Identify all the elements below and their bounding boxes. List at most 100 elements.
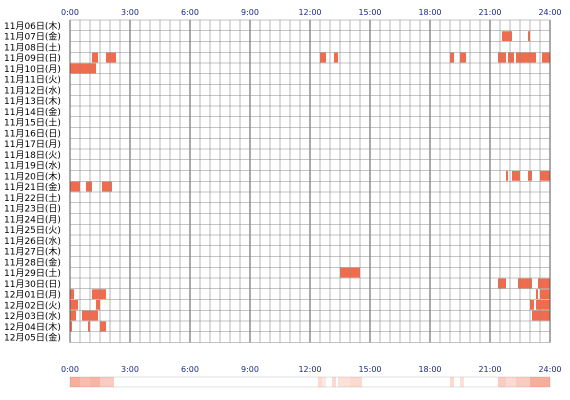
summary-strip-frame — [69, 376, 551, 388]
row-labels: 11月06日(木)11月07日(金)11月08日(土)11月09日(日)11月1… — [4, 20, 61, 344]
row-label: 11月28日(金) — [4, 256, 61, 268]
row-label: 11月24日(月) — [4, 214, 61, 225]
x-tick-label: 3:00 — [121, 365, 139, 374]
x-tick-label: 15:00 — [358, 8, 381, 17]
row-label: 11月10日(月) — [4, 64, 61, 75]
summary-segment — [318, 377, 322, 387]
row-label: 11月22日(土) — [4, 192, 61, 204]
activity-bar — [516, 52, 536, 63]
x-tick-label: 9:00 — [241, 8, 259, 17]
row-label: 11月27日(木) — [4, 246, 61, 258]
row-label: 11月09日(日) — [4, 53, 61, 64]
x-tick-label: 12:00 — [298, 8, 321, 17]
activity-bar — [70, 310, 76, 321]
activity-bar — [532, 310, 550, 321]
summary-segment — [530, 377, 550, 387]
row-label: 11月19日(水) — [4, 160, 61, 172]
activity-bar — [538, 278, 550, 289]
row-label: 12月02日(火) — [4, 300, 61, 311]
activity-bar — [100, 321, 106, 332]
activity-bar — [70, 289, 74, 299]
x-tick-label: 0:00 — [61, 365, 79, 374]
activity-bar — [88, 321, 90, 332]
activity-bar — [542, 52, 550, 63]
x-tick-label: 6:00 — [181, 8, 199, 17]
activity-bar — [530, 300, 534, 310]
row-label: 11月06日(木) — [4, 20, 61, 32]
x-tick-label: 12:00 — [298, 365, 321, 374]
x-tick-label: 21:00 — [478, 365, 501, 374]
activity-bar — [92, 52, 98, 63]
row-label: 12月04日(木) — [4, 321, 61, 333]
activity-bar — [536, 289, 538, 299]
activity-bar — [498, 278, 506, 289]
activity-bar — [334, 52, 338, 63]
activity-bar — [70, 181, 80, 192]
row-label: 11月07日(金) — [4, 31, 61, 43]
summary-segment — [498, 377, 506, 387]
summary-segment — [460, 377, 464, 387]
activity-bar — [96, 300, 100, 310]
row-label: 11月13日(木) — [4, 95, 61, 107]
row-label: 12月01日(月) — [4, 290, 61, 301]
row-label: 11月29日(土) — [4, 267, 61, 279]
row-label: 11月21日(金) — [4, 181, 61, 193]
activity-bar — [518, 278, 532, 289]
row-label: 11月30日(日) — [4, 279, 61, 290]
top-axis-ticks: 0:00 3:00 6:00 9:00 12:00 15:00 18:00 21:00 24:0… — [61, 8, 562, 17]
row-label: 12月03日(水) — [4, 310, 61, 322]
activity-bar — [540, 171, 550, 181]
activity-bar — [540, 289, 550, 299]
summary-segment — [450, 377, 454, 387]
summary-segment — [350, 377, 362, 387]
summary-segment — [506, 377, 516, 387]
x-tick-label: 3:00 — [121, 8, 139, 17]
activity-bar — [86, 181, 92, 192]
row-label: 11月12日(水) — [4, 84, 61, 96]
x-tick-label: 18:00 — [418, 8, 441, 17]
x-tick-label: 6:00 — [181, 365, 199, 374]
row-label: 11月17日(月) — [4, 139, 61, 150]
activity-bar — [70, 300, 78, 310]
activity-bar — [106, 52, 116, 63]
x-tick-label: 18:00 — [418, 365, 441, 374]
activity-bar — [502, 31, 512, 41]
activity-bar — [450, 52, 454, 63]
summary-strip — [69, 376, 551, 388]
activity-bar — [320, 52, 326, 63]
summary-segment — [338, 377, 350, 387]
x-tick-label: 15:00 — [358, 365, 381, 374]
x-tick-label: 21:00 — [478, 8, 501, 17]
activity-bar — [460, 52, 466, 63]
summary-segment — [100, 377, 114, 387]
row-label: 12月05日(金) — [4, 332, 61, 344]
x-tick-label: 24:00 — [538, 365, 561, 374]
activity-bar — [506, 171, 508, 181]
row-label: 11月18日(火) — [4, 150, 61, 161]
row-label: 11月16日(日) — [4, 128, 61, 139]
summary-segment — [516, 377, 530, 387]
row-label: 11月15日(土) — [4, 117, 61, 129]
summary-segment — [70, 377, 80, 387]
row-label: 11月25日(火) — [4, 225, 61, 236]
activity-bar — [528, 31, 530, 41]
row-label: 11月23日(日) — [4, 204, 61, 215]
summary-segment — [80, 377, 90, 387]
row-label: 11月11日(火) — [4, 75, 61, 86]
x-tick-label: 24:00 — [538, 8, 561, 17]
row-label: 11月26日(水) — [4, 235, 61, 247]
activity-bar — [536, 300, 550, 310]
activity-bar — [70, 321, 72, 332]
activity-bar — [70, 63, 96, 74]
activity-bar — [92, 289, 106, 299]
row-label: 11月20日(木) — [4, 170, 61, 182]
summary-segment — [322, 377, 326, 387]
activity-bar — [512, 171, 520, 181]
summary-segment — [90, 377, 100, 387]
activity-bar — [102, 181, 112, 192]
activity-bar — [508, 52, 514, 63]
bottom-axis-ticks: 0:00 3:00 6:00 9:00 12:00 15:00 18:00 21:00 24:0… — [61, 365, 562, 374]
activity-bar — [498, 52, 506, 63]
summary-segment — [332, 377, 336, 387]
